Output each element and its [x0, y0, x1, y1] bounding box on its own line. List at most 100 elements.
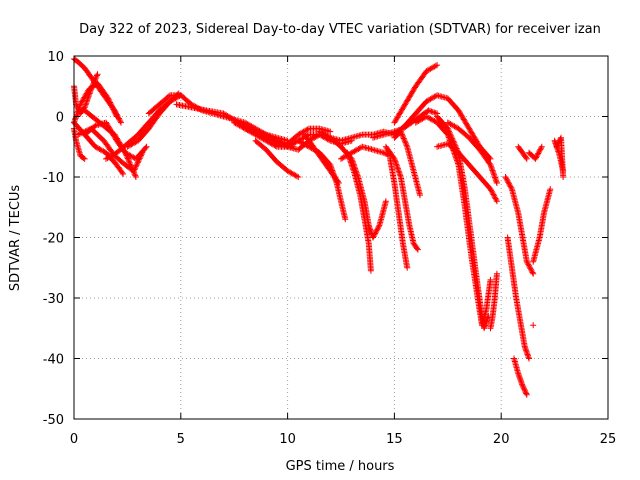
data-point: [372, 230, 379, 237]
data-point: [504, 178, 511, 184]
data-point: [401, 138, 408, 145]
data-point: [528, 268, 535, 275]
data-point: [107, 100, 114, 107]
data-point: [304, 126, 311, 133]
data-point: [560, 174, 567, 180]
data-point: [450, 138, 457, 145]
data-point: [380, 149, 387, 156]
data-point: [520, 384, 527, 390]
data-point: [528, 266, 535, 273]
y-tick-label: 10: [47, 50, 64, 65]
data-point: [434, 62, 441, 69]
data-point: [414, 245, 420, 252]
data-point: [143, 143, 150, 150]
data-point: [109, 103, 116, 110]
data-points: [71, 56, 567, 398]
data-point: [445, 127, 452, 133]
data-point: [449, 135, 456, 142]
data-point: [526, 355, 532, 362]
data-point: [403, 142, 410, 149]
data-point: [142, 144, 149, 151]
x-tick-label: 0: [70, 432, 78, 447]
y-tick-label: -20: [43, 232, 64, 247]
data-point: [110, 106, 117, 113]
data-point: [327, 128, 334, 135]
data-point: [105, 95, 112, 102]
data-point: [538, 143, 545, 150]
data-point: [491, 194, 498, 201]
data-point: [529, 269, 536, 276]
y-tick-label: -30: [43, 292, 64, 307]
data-point: [537, 146, 544, 153]
data-point: [522, 389, 529, 396]
data-point: [93, 73, 100, 80]
data-point: [523, 155, 530, 162]
data-point: [107, 99, 114, 106]
data-point: [129, 166, 136, 173]
data-point: [487, 186, 494, 193]
data-point: [547, 186, 554, 193]
data-point: [447, 132, 454, 139]
data-point: [523, 390, 530, 397]
data-point: [493, 196, 500, 203]
data-point: [414, 246, 421, 253]
data-point: [526, 262, 532, 269]
data-point: [399, 131, 405, 138]
data-point: [523, 391, 530, 398]
data-point: [492, 195, 499, 202]
data-point: [519, 382, 526, 389]
data-point: [127, 161, 134, 168]
data-point: [400, 135, 407, 142]
data-point: [538, 145, 545, 152]
y-tick-label: -10: [43, 171, 64, 186]
data-point: [533, 153, 540, 160]
data-point: [129, 165, 136, 172]
data-point: [527, 265, 534, 272]
data-point: [372, 229, 379, 236]
data-point: [375, 225, 381, 232]
data-point: [530, 270, 537, 277]
data-point: [532, 155, 539, 162]
data-point: [417, 192, 423, 199]
data-point: [293, 173, 300, 180]
y-tick-label: -40: [43, 353, 64, 368]
data-point: [526, 264, 533, 271]
data-point: [134, 161, 141, 167]
data-point: [75, 131, 82, 138]
y-tick-label: 0: [56, 111, 64, 126]
data-point: [116, 116, 123, 123]
data-point: [92, 75, 99, 82]
data-point: [503, 176, 510, 183]
data-point: [108, 102, 115, 109]
data-point: [400, 134, 407, 141]
data-point: [521, 386, 528, 393]
data-point: [272, 143, 279, 149]
data-point: [118, 119, 124, 126]
x-tick-label: 25: [600, 432, 617, 447]
data-point: [295, 174, 302, 180]
data-point: [493, 270, 500, 277]
data-point: [402, 139, 409, 146]
data-point: [530, 322, 537, 329]
data-point: [165, 93, 172, 100]
data-point: [447, 131, 454, 138]
data-point: [113, 113, 120, 120]
data-point: [444, 125, 451, 132]
data-point: [106, 98, 113, 105]
data-point: [374, 226, 381, 233]
data-point: [375, 223, 382, 230]
data-point: [489, 190, 496, 197]
data-point: [382, 150, 388, 157]
chart-title: Day 322 of 2023, Sidereal Day-to-day VTE…: [79, 22, 601, 37]
data-point: [81, 155, 88, 162]
data-point: [520, 385, 527, 392]
data-point: [522, 387, 528, 394]
data-point: [335, 178, 341, 185]
data-point: [130, 168, 137, 175]
data-point: [533, 154, 540, 161]
x-tick-label: 10: [279, 432, 296, 447]
data-point: [523, 154, 529, 161]
data-point: [507, 183, 514, 190]
data-point: [486, 160, 493, 167]
data-point: [132, 172, 139, 179]
